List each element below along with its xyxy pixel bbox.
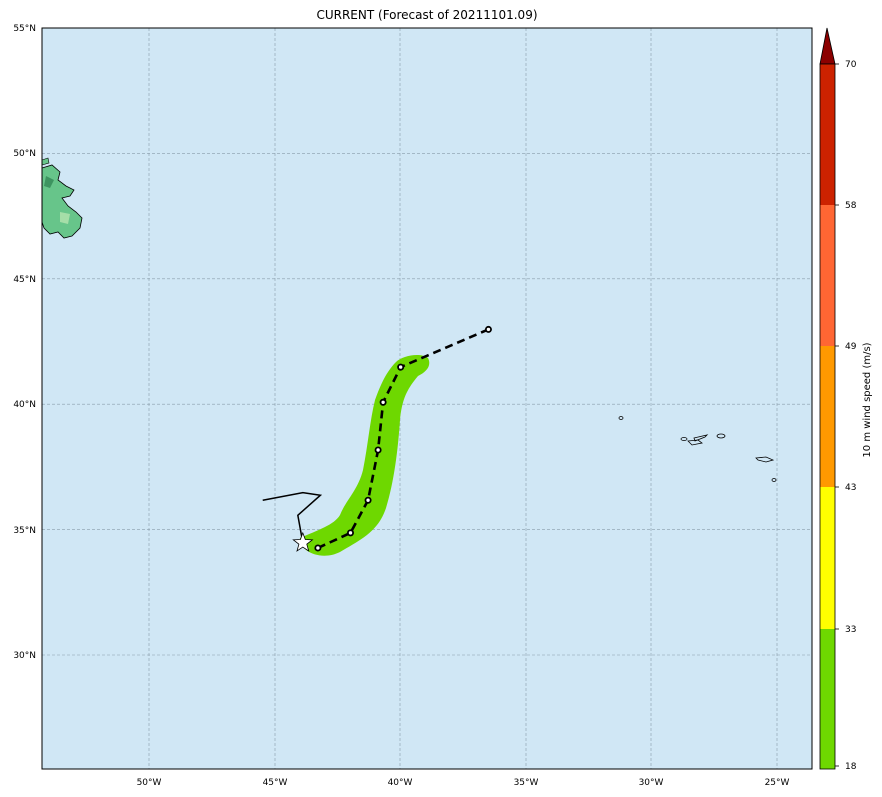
- latitude-labels: 55°N 50°N 45°N 40°N 35°N 30°N: [13, 24, 36, 661]
- forecast-point-marker: [364, 496, 372, 504]
- lon-label: 40°W: [388, 778, 413, 788]
- past-track-line: [262, 491, 323, 544]
- lon-label: 25°W: [765, 778, 790, 788]
- lat-label: 50°N: [13, 149, 36, 159]
- colorbar-tick: 43: [845, 483, 856, 493]
- lat-label: 35°N: [13, 526, 36, 536]
- lat-label: 45°N: [13, 275, 36, 285]
- lat-label: 30°N: [13, 651, 36, 661]
- map-frame: [41, 27, 813, 770]
- lat-label: 40°N: [13, 400, 36, 410]
- map-panel[interactable]: [41, 27, 813, 770]
- colorbar-tick: 70: [845, 60, 857, 70]
- wind-speed-colorbar: 70 58 49 43 33 18 10 m wind speed (m/s): [819, 27, 873, 772]
- lon-label: 35°W: [514, 778, 539, 788]
- colorbar-label: 10 m wind speed (m/s): [862, 342, 873, 457]
- colorbar-tick: 18: [845, 762, 857, 772]
- lon-label: 30°W: [639, 778, 664, 788]
- newfoundland-land: [41, 157, 83, 239]
- colorbar-segment-33: [820, 629, 835, 769]
- ocean-background: [42, 28, 812, 769]
- longitude-labels: 50°W 45°W 40°W 35°W 30°W 25°W: [137, 778, 790, 788]
- colorbar-tick: 33: [845, 625, 856, 635]
- colorbar-segment-43: [820, 487, 835, 629]
- colorbar-frame: [819, 63, 836, 770]
- forecast-point-marker: [374, 446, 382, 454]
- lat-label: 55°N: [13, 24, 36, 34]
- azores-islands: [618, 416, 777, 482]
- forecast-point-marker: [397, 363, 405, 371]
- colorbar-tick: 58: [845, 201, 857, 211]
- colorbar-tick: 49: [845, 342, 857, 352]
- colorbar-segment-70: [820, 64, 835, 205]
- colorbar-extend-arrow: [819, 27, 836, 65]
- forecast-point-marker: [484, 325, 492, 333]
- forecast-point-marker: [347, 529, 355, 537]
- forecast-point-marker: [314, 544, 322, 552]
- storm-position-star-icon: [292, 531, 314, 552]
- colorbar-segment-49: [820, 346, 835, 487]
- lon-label: 50°W: [137, 778, 162, 788]
- map-title: CURRENT (Forecast of 20211101.09): [316, 8, 538, 22]
- wind-swath: [299, 355, 430, 556]
- lon-label: 45°W: [263, 778, 288, 788]
- storm-tracks: [262, 325, 492, 552]
- forecast-point-marker: [379, 398, 387, 406]
- colorbar-segment-58: [820, 205, 835, 346]
